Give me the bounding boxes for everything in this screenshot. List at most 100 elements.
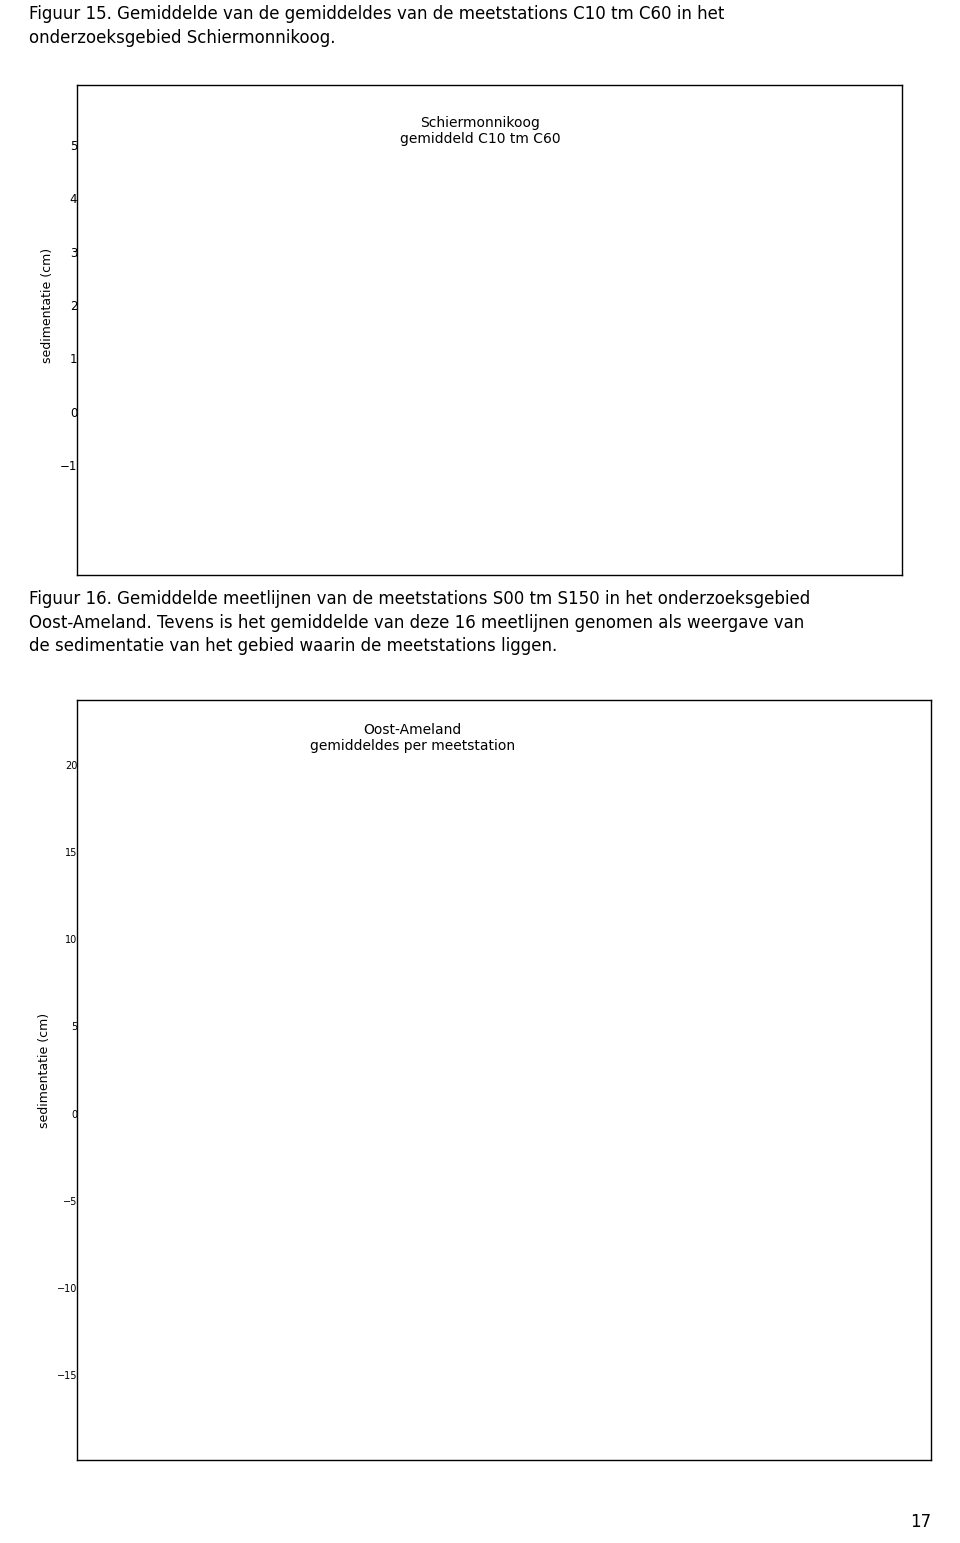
S60 xyxy=(592,1031,604,1049)
S80 xyxy=(502,940,514,958)
S110 xyxy=(615,1021,627,1040)
S20 xyxy=(92,1026,104,1045)
S70 xyxy=(638,1012,650,1031)
S70 xyxy=(252,1031,263,1049)
gemiddeld xyxy=(320,1062,331,1080)
S20 xyxy=(252,1113,263,1131)
S60 xyxy=(205,1086,217,1105)
S130 xyxy=(570,864,582,883)
S20 xyxy=(684,1008,695,1026)
S30 xyxy=(547,1291,559,1310)
S90 xyxy=(592,1062,604,1080)
S100 xyxy=(524,1083,536,1102)
S110 xyxy=(524,1015,536,1034)
gemiddeld xyxy=(502,1020,514,1038)
gemiddeld xyxy=(479,1018,491,1037)
S90 xyxy=(160,1100,172,1119)
S70 xyxy=(297,1042,308,1060)
gemiddeld xyxy=(274,1065,285,1083)
S00 xyxy=(183,1069,195,1088)
S60 xyxy=(343,1068,354,1086)
S30 xyxy=(615,1321,627,1339)
S150 xyxy=(183,1114,195,1133)
S20 xyxy=(411,1065,422,1083)
S90 xyxy=(638,1040,650,1058)
S90 xyxy=(252,1091,263,1109)
S10 xyxy=(320,978,331,997)
S120 xyxy=(137,1099,149,1117)
S150 xyxy=(115,1139,127,1157)
S10 xyxy=(343,906,354,924)
S150 xyxy=(570,988,582,1006)
S70 xyxy=(615,981,627,1000)
S110 xyxy=(684,1069,695,1088)
Line: S100: S100 xyxy=(96,1003,691,1200)
S60 xyxy=(388,1062,399,1080)
S50 xyxy=(343,1026,354,1045)
S60 xyxy=(479,1038,491,1057)
S140 xyxy=(684,955,695,974)
S150 xyxy=(205,1092,217,1111)
Line: S90: S90 xyxy=(96,1023,691,1145)
S80 xyxy=(388,964,399,983)
S00 xyxy=(388,1046,399,1065)
S30 xyxy=(433,1216,444,1234)
S80 xyxy=(205,1069,217,1088)
S50 xyxy=(228,1040,240,1058)
S00 xyxy=(660,991,672,1009)
S40 xyxy=(115,1105,127,1123)
S40 xyxy=(228,1088,240,1106)
S50 xyxy=(388,998,399,1017)
S30 xyxy=(320,1168,331,1187)
S90 xyxy=(570,1106,582,1125)
S140 xyxy=(228,1086,240,1105)
S150 xyxy=(615,930,627,949)
S100 xyxy=(638,1026,650,1045)
S60 xyxy=(684,1017,695,1035)
S100 xyxy=(137,1117,149,1136)
S100 xyxy=(343,1096,354,1114)
S140 xyxy=(183,1072,195,1091)
S50 xyxy=(115,1080,127,1099)
S110 xyxy=(343,1058,354,1077)
S00 xyxy=(92,1075,104,1094)
S110 xyxy=(411,1028,422,1046)
S50 xyxy=(274,1015,285,1034)
S70 xyxy=(547,980,559,998)
S70 xyxy=(524,1012,536,1031)
S50 xyxy=(570,937,582,955)
S80 xyxy=(115,1103,127,1122)
S30 xyxy=(388,1200,399,1219)
S70 xyxy=(205,1037,217,1055)
S150 xyxy=(365,1058,376,1077)
S130 xyxy=(592,849,604,867)
S10 xyxy=(365,974,376,992)
Legend: gemiddeld C10 tm C60, Polynoom (gemiddeld C10 tm C60): gemiddeld C10 tm C60, Polynoom (gemiddel… xyxy=(262,539,717,562)
S80 xyxy=(320,994,331,1012)
S120 xyxy=(160,1082,172,1100)
S20 xyxy=(205,1106,217,1125)
S130 xyxy=(684,812,695,830)
gemiddeld xyxy=(297,1066,308,1085)
S80 xyxy=(570,906,582,924)
S90 xyxy=(297,1092,308,1111)
S20 xyxy=(183,1106,195,1125)
S110 xyxy=(205,1129,217,1148)
S120 xyxy=(684,1051,695,1069)
S60 xyxy=(92,1069,104,1088)
Line: S30: S30 xyxy=(96,1106,691,1332)
S90 xyxy=(183,1085,195,1103)
S130 xyxy=(252,1026,263,1045)
S150 xyxy=(274,1079,285,1097)
S00 xyxy=(365,1049,376,1068)
S130 xyxy=(92,1051,104,1069)
S30 xyxy=(638,1239,650,1258)
S40 xyxy=(615,974,627,992)
S40 xyxy=(92,1096,104,1114)
S30 xyxy=(160,1111,172,1129)
S150 xyxy=(592,972,604,991)
S20 xyxy=(502,1014,514,1032)
S20 xyxy=(297,1102,308,1120)
S140 xyxy=(570,984,582,1003)
S90 xyxy=(433,1069,444,1088)
